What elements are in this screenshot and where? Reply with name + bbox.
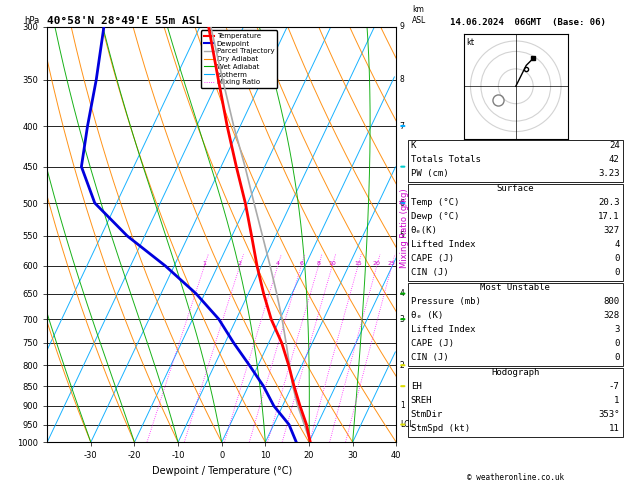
Text: Lifted Index: Lifted Index [411, 240, 476, 249]
Text: Lifted Index: Lifted Index [411, 325, 476, 334]
Text: 24: 24 [609, 141, 620, 150]
Text: 40°58'N 28°49'E 55m ASL: 40°58'N 28°49'E 55m ASL [47, 16, 203, 26]
Text: 1: 1 [400, 401, 404, 410]
X-axis label: Dewpoint / Temperature (°C): Dewpoint / Temperature (°C) [152, 466, 292, 476]
Text: PW (cm): PW (cm) [411, 169, 448, 178]
Text: 2: 2 [400, 361, 404, 370]
Text: 11: 11 [609, 424, 620, 433]
Text: Temp (°C): Temp (°C) [411, 198, 459, 208]
Text: 42: 42 [609, 155, 620, 164]
Text: kt: kt [467, 38, 475, 47]
Text: 14.06.2024  06GMT  (Base: 06): 14.06.2024 06GMT (Base: 06) [450, 18, 606, 28]
Text: θₑ(K): θₑ(K) [411, 226, 438, 235]
Text: 0: 0 [614, 339, 620, 348]
Text: Hodograph: Hodograph [491, 368, 539, 378]
Text: 2: 2 [238, 261, 242, 266]
Text: 5: 5 [400, 231, 404, 241]
Text: 4: 4 [614, 240, 620, 249]
Text: 6: 6 [400, 199, 404, 208]
Text: 0: 0 [614, 268, 620, 277]
Text: EH: EH [411, 382, 421, 391]
Text: 4: 4 [276, 261, 280, 266]
Text: 3: 3 [614, 325, 620, 334]
Text: Surface: Surface [496, 185, 534, 193]
Text: 7: 7 [400, 122, 404, 131]
Text: K: K [411, 141, 416, 150]
Text: CAPE (J): CAPE (J) [411, 339, 454, 348]
Text: 20.3: 20.3 [598, 198, 620, 208]
Text: 4: 4 [400, 289, 404, 298]
Text: 328: 328 [603, 311, 620, 320]
Text: 353°: 353° [598, 410, 620, 419]
Text: 800: 800 [603, 297, 620, 306]
Text: 1: 1 [203, 261, 206, 266]
Text: Dewp (°C): Dewp (°C) [411, 212, 459, 221]
Text: 10: 10 [328, 261, 336, 266]
Text: CIN (J): CIN (J) [411, 353, 448, 362]
Text: Most Unstable: Most Unstable [480, 283, 550, 293]
Text: Pressure (mb): Pressure (mb) [411, 297, 481, 306]
Text: -7: -7 [609, 382, 620, 391]
Text: 25: 25 [388, 261, 396, 266]
Text: hPa: hPa [25, 16, 40, 25]
Text: Totals Totals: Totals Totals [411, 155, 481, 164]
Text: StmDir: StmDir [411, 410, 443, 419]
Text: 15: 15 [354, 261, 362, 266]
Text: 327: 327 [603, 226, 620, 235]
Text: km
ASL: km ASL [412, 5, 426, 25]
Text: 20: 20 [373, 261, 381, 266]
Text: 8: 8 [400, 75, 404, 85]
Text: CAPE (J): CAPE (J) [411, 254, 454, 263]
Text: 3: 3 [400, 314, 404, 324]
Text: LCL: LCL [400, 420, 413, 429]
Text: 6: 6 [299, 261, 303, 266]
Text: 9: 9 [400, 22, 404, 31]
Text: θₑ (K): θₑ (K) [411, 311, 443, 320]
Text: CIN (J): CIN (J) [411, 268, 448, 277]
Text: SREH: SREH [411, 396, 432, 405]
Text: 1: 1 [614, 396, 620, 405]
Text: 8: 8 [316, 261, 320, 266]
Text: StmSpd (kt): StmSpd (kt) [411, 424, 470, 433]
Text: Mixing Ratio (g/kg): Mixing Ratio (g/kg) [400, 189, 409, 268]
Text: 0: 0 [614, 254, 620, 263]
Text: 17.1: 17.1 [598, 212, 620, 221]
Legend: Temperature, Dewpoint, Parcel Trajectory, Dry Adiabat, Wet Adiabat, Isotherm, Mi: Temperature, Dewpoint, Parcel Trajectory… [201, 30, 277, 88]
Text: 3.23: 3.23 [598, 169, 620, 178]
Text: 0: 0 [614, 353, 620, 362]
Text: © weatheronline.co.uk: © weatheronline.co.uk [467, 473, 564, 482]
